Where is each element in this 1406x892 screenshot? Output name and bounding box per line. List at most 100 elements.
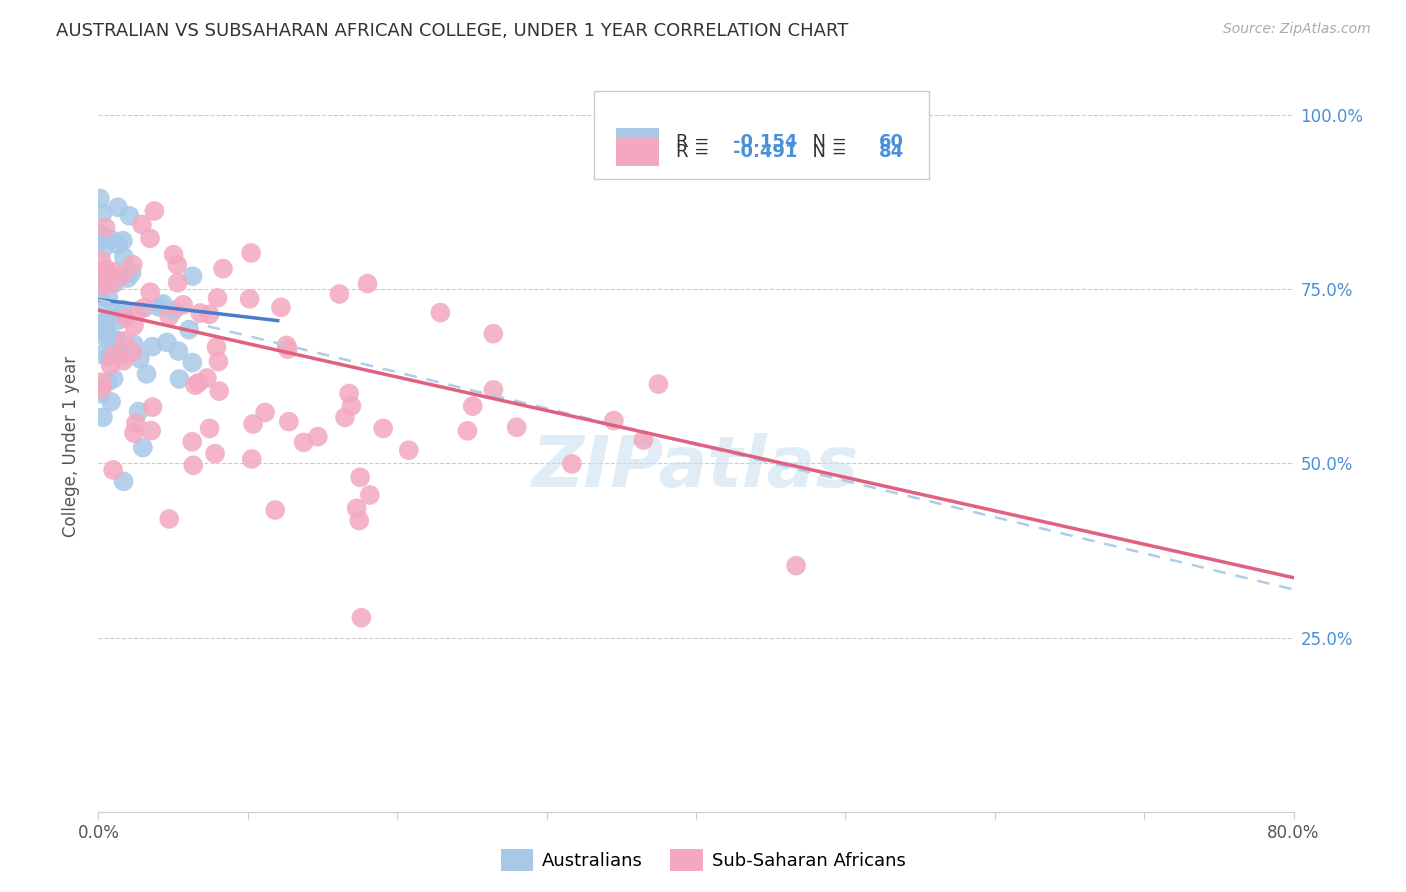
Point bbox=[90, 375, 112, 389]
Point bbox=[177, 323, 200, 337]
Point bbox=[97, 328, 120, 343]
Point bbox=[131, 218, 153, 232]
Point bbox=[141, 424, 163, 438]
Y-axis label: College, Under 1 year: College, Under 1 year bbox=[62, 355, 80, 537]
Point bbox=[90, 347, 112, 361]
Point bbox=[398, 443, 420, 458]
Point bbox=[277, 415, 299, 429]
Point bbox=[91, 410, 114, 425]
Point bbox=[112, 475, 135, 489]
Point bbox=[166, 258, 188, 272]
Text: -0.154: -0.154 bbox=[733, 133, 797, 151]
Point bbox=[356, 277, 378, 291]
Point bbox=[91, 206, 114, 220]
Point bbox=[240, 452, 263, 467]
Point bbox=[103, 348, 125, 362]
Point bbox=[105, 333, 128, 347]
Point bbox=[242, 417, 264, 431]
Point bbox=[103, 371, 125, 385]
Point bbox=[163, 303, 186, 318]
Point bbox=[127, 304, 149, 318]
Point bbox=[157, 310, 180, 324]
Point bbox=[111, 302, 134, 317]
Point bbox=[633, 433, 655, 447]
Point bbox=[143, 204, 166, 219]
Text: R =: R = bbox=[676, 143, 714, 161]
Point bbox=[240, 246, 263, 260]
Point bbox=[107, 313, 129, 327]
Text: -0.491: -0.491 bbox=[733, 143, 797, 161]
Point bbox=[89, 227, 111, 241]
Point bbox=[114, 310, 136, 325]
Point bbox=[93, 274, 115, 288]
Point bbox=[198, 421, 221, 435]
Point bbox=[162, 247, 184, 261]
Point bbox=[277, 342, 299, 356]
FancyBboxPatch shape bbox=[616, 138, 659, 166]
Point bbox=[103, 333, 125, 347]
Point bbox=[347, 514, 370, 528]
Point bbox=[292, 435, 315, 450]
Point bbox=[97, 291, 120, 305]
Point bbox=[100, 395, 122, 409]
Point bbox=[647, 377, 669, 392]
Point bbox=[89, 273, 111, 287]
Point bbox=[128, 351, 150, 366]
Point bbox=[117, 271, 139, 285]
Point bbox=[156, 335, 179, 350]
Point bbox=[207, 291, 229, 305]
Point bbox=[139, 285, 162, 300]
Point bbox=[157, 512, 180, 526]
Point bbox=[104, 276, 127, 290]
Point bbox=[482, 383, 505, 397]
Point bbox=[108, 347, 131, 361]
Text: AUSTRALIAN VS SUBSAHARAN AFRICAN COLLEGE, UNDER 1 YEAR CORRELATION CHART: AUSTRALIAN VS SUBSAHARAN AFRICAN COLLEGE… bbox=[56, 22, 849, 40]
Point bbox=[97, 375, 120, 389]
Point bbox=[100, 358, 122, 372]
Point bbox=[121, 266, 143, 280]
Point bbox=[276, 338, 298, 352]
Point bbox=[112, 250, 135, 264]
Point bbox=[328, 287, 350, 301]
Point bbox=[90, 253, 112, 268]
Point bbox=[340, 399, 363, 413]
Point bbox=[97, 301, 120, 316]
Point bbox=[125, 417, 148, 431]
Point bbox=[239, 292, 262, 306]
Point bbox=[118, 209, 141, 223]
Point bbox=[181, 458, 204, 473]
Point bbox=[333, 410, 356, 425]
Point bbox=[122, 426, 145, 441]
Point bbox=[207, 354, 229, 368]
Point bbox=[208, 384, 231, 398]
Point bbox=[254, 405, 277, 419]
Point bbox=[93, 242, 115, 256]
Point bbox=[121, 345, 143, 359]
Point bbox=[205, 340, 228, 354]
Point bbox=[96, 331, 118, 345]
Point bbox=[167, 344, 190, 359]
Point bbox=[89, 288, 111, 302]
Point bbox=[111, 234, 134, 248]
Point bbox=[505, 420, 527, 434]
Point bbox=[169, 372, 191, 386]
Point bbox=[561, 457, 583, 471]
Point bbox=[166, 276, 188, 290]
Point bbox=[373, 421, 395, 435]
Point bbox=[456, 424, 478, 438]
Point bbox=[103, 264, 125, 278]
Point bbox=[148, 300, 170, 314]
FancyBboxPatch shape bbox=[595, 91, 929, 179]
Point bbox=[97, 311, 120, 326]
Point bbox=[114, 334, 136, 348]
Point bbox=[94, 263, 117, 277]
Text: N =: N = bbox=[801, 143, 852, 161]
Point bbox=[100, 277, 122, 291]
Point bbox=[107, 237, 129, 252]
Point bbox=[111, 305, 134, 319]
Point bbox=[172, 298, 194, 312]
Point bbox=[90, 386, 112, 401]
Text: ZIPatlas: ZIPatlas bbox=[533, 434, 859, 502]
Point bbox=[122, 318, 145, 333]
Point bbox=[141, 340, 163, 354]
